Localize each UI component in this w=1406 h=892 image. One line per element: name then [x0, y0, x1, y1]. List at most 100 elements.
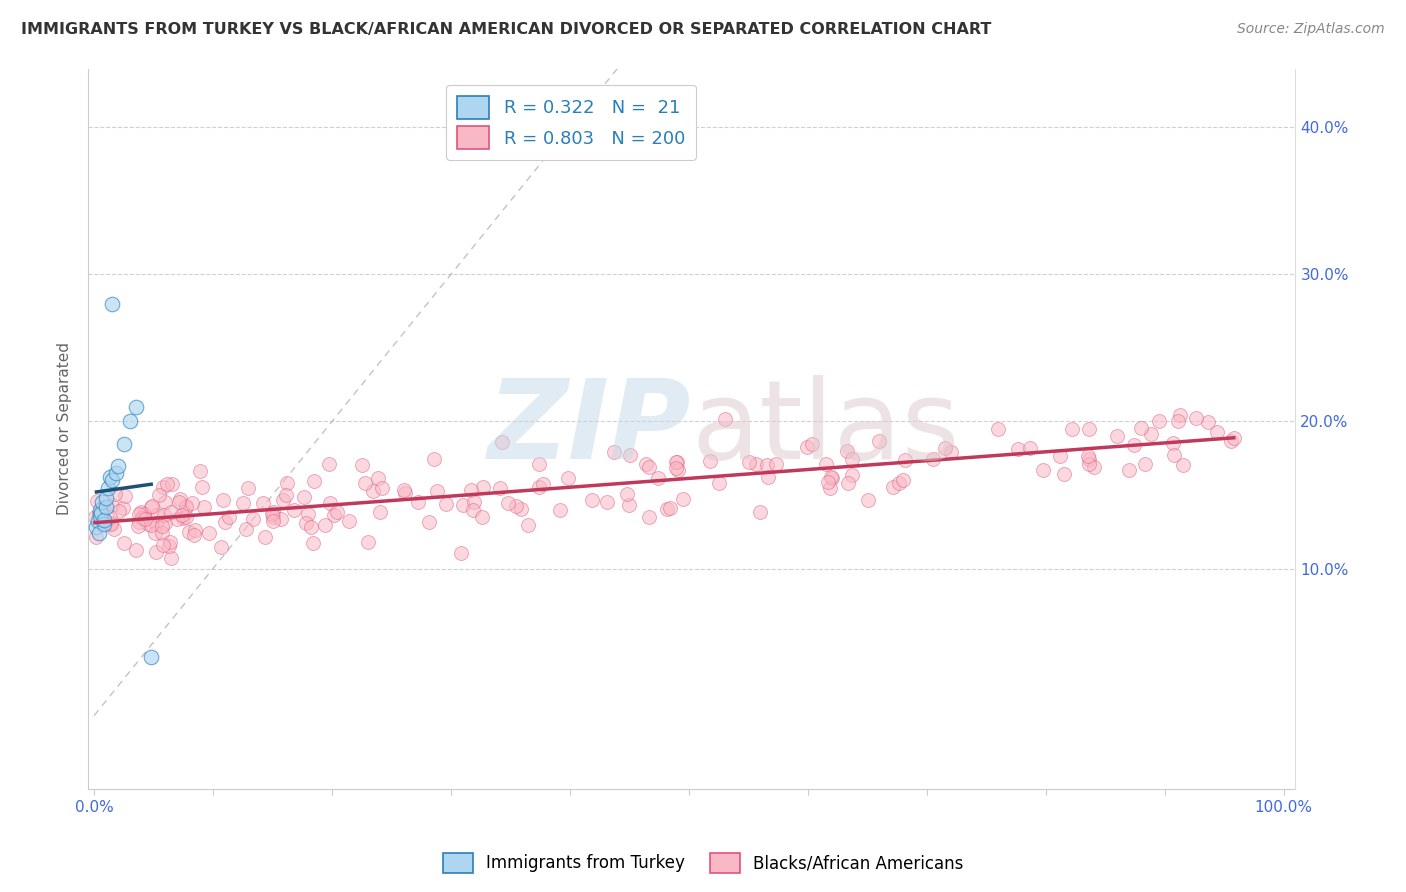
Point	[302, 474, 325, 488]
Point	[353, 475, 375, 490]
Point	[232, 496, 254, 510]
Point	[749, 505, 772, 519]
Point	[858, 493, 880, 508]
Point	[297, 507, 319, 521]
Point	[139, 517, 162, 532]
Point	[707, 476, 730, 491]
Point	[634, 457, 657, 471]
Point	[922, 452, 945, 467]
Legend: R = 0.322   N =  21, R = 0.803   N = 200: R = 0.322 N = 21, R = 0.803 N = 200	[446, 85, 696, 160]
Point	[1184, 410, 1206, 425]
Point	[262, 514, 284, 528]
Point	[527, 480, 550, 494]
Point	[218, 509, 240, 524]
Point	[796, 440, 818, 454]
Point	[471, 510, 494, 524]
Point	[103, 523, 125, 537]
Point	[471, 480, 494, 494]
Point	[276, 488, 298, 502]
Point	[145, 516, 167, 531]
Point	[1032, 463, 1054, 477]
Point	[638, 460, 661, 475]
Point	[1163, 448, 1185, 462]
Point	[655, 502, 678, 516]
Point	[665, 455, 688, 469]
Point	[131, 511, 153, 525]
Point	[128, 515, 150, 529]
Point	[100, 516, 122, 531]
Point	[1077, 449, 1099, 463]
Point	[1083, 460, 1105, 475]
Point	[139, 500, 162, 514]
Text: atlas: atlas	[692, 376, 960, 483]
Point	[87, 526, 110, 541]
Point	[581, 492, 603, 507]
Point	[98, 510, 121, 524]
Point	[86, 520, 108, 534]
Point	[242, 512, 264, 526]
Point	[145, 545, 167, 559]
Point	[489, 481, 512, 495]
Point	[193, 500, 215, 514]
Point	[152, 480, 174, 494]
Point	[134, 507, 156, 521]
Point	[169, 492, 191, 507]
Point	[262, 507, 284, 521]
Point	[801, 437, 824, 451]
Point	[174, 500, 197, 514]
Point	[371, 481, 394, 495]
Point	[666, 463, 689, 477]
Point	[1170, 408, 1192, 422]
Point	[93, 517, 115, 532]
Point	[209, 540, 232, 554]
Text: IMMIGRANTS FROM TURKEY VS BLACK/AFRICAN AMERICAN DIVORCED OR SEPARATED CORRELATI: IMMIGRANTS FROM TURKEY VS BLACK/AFRICAN …	[21, 22, 991, 37]
Point	[91, 500, 114, 515]
Point	[150, 519, 173, 533]
Text: Source: ZipAtlas.com: Source: ZipAtlas.com	[1237, 22, 1385, 37]
Point	[714, 411, 737, 425]
Point	[160, 550, 183, 565]
Point	[271, 492, 294, 507]
Point	[357, 535, 380, 549]
Point	[128, 507, 150, 521]
Point	[172, 511, 194, 525]
Point	[276, 475, 298, 490]
Point	[253, 530, 276, 544]
Point	[166, 512, 188, 526]
Point	[817, 475, 839, 489]
Point	[367, 471, 389, 485]
Point	[1223, 431, 1246, 445]
Point	[160, 477, 183, 491]
Point	[94, 500, 117, 514]
Y-axis label: Divorced or Separated: Divorced or Separated	[58, 343, 72, 516]
Point	[188, 464, 211, 478]
Point	[129, 505, 152, 519]
Point	[292, 491, 315, 505]
Point	[136, 517, 159, 532]
Point	[155, 516, 177, 531]
Point	[814, 457, 837, 471]
Legend: Immigrants from Turkey, Blacks/African Americans: Immigrants from Turkey, Blacks/African A…	[436, 847, 970, 880]
Point	[91, 495, 114, 509]
Point	[174, 510, 197, 524]
Point	[548, 503, 571, 517]
Point	[557, 471, 579, 485]
Point	[505, 500, 527, 514]
Point	[97, 481, 120, 495]
Point	[183, 528, 205, 542]
Point	[1118, 463, 1140, 477]
Point	[672, 492, 695, 507]
Point	[868, 434, 890, 449]
Point	[262, 510, 284, 524]
Point	[638, 510, 661, 524]
Point	[150, 526, 173, 541]
Point	[314, 517, 336, 532]
Point	[118, 415, 141, 429]
Point	[101, 297, 124, 311]
Point	[699, 453, 721, 467]
Point	[887, 475, 910, 490]
Point	[450, 546, 472, 560]
Point	[111, 500, 134, 515]
Point	[86, 515, 108, 529]
Point	[148, 488, 170, 502]
